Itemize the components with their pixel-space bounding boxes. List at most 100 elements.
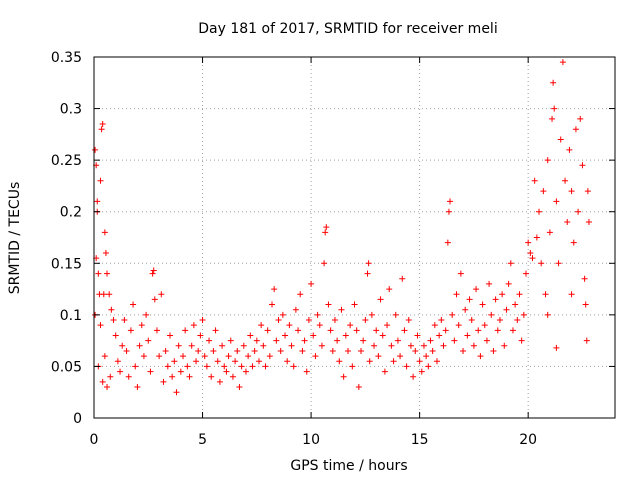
y-tick-label: 0.3	[60, 102, 82, 118]
data-point	[377, 296, 384, 303]
data-point	[486, 280, 493, 287]
data-point	[331, 317, 338, 324]
data-point	[440, 342, 447, 349]
x-tick-label: 0	[90, 432, 99, 448]
data-point	[195, 347, 202, 354]
y-tick-label: 0.1	[60, 308, 82, 324]
data-point	[509, 327, 516, 334]
data-point	[323, 224, 330, 231]
y-tick-label: 0.35	[51, 50, 82, 66]
data-point	[494, 327, 501, 334]
data-point	[138, 322, 145, 329]
y-axis-label: SRMTID / TECUs	[7, 182, 23, 295]
y-tick-label: 0.15	[51, 256, 82, 272]
data-point	[143, 311, 150, 318]
data-point	[351, 301, 358, 308]
data-point	[470, 342, 477, 349]
data-point	[134, 384, 141, 391]
x-tick-label: 20	[519, 432, 537, 448]
data-point	[457, 270, 464, 277]
data-point	[512, 301, 519, 308]
data-point	[101, 353, 108, 360]
data-point	[416, 358, 423, 365]
y-tick-label: 0.25	[51, 153, 82, 169]
data-point	[584, 188, 591, 195]
data-point	[180, 353, 187, 360]
data-point	[522, 270, 529, 277]
data-point	[360, 337, 367, 344]
data-point	[97, 322, 104, 329]
data-point	[130, 301, 137, 308]
data-point	[223, 368, 230, 375]
data-point	[182, 327, 189, 334]
data-point	[388, 342, 395, 349]
data-point	[444, 239, 451, 246]
y-tick-label: 0.05	[51, 359, 82, 375]
data-point	[184, 363, 191, 370]
data-point	[221, 363, 228, 370]
data-point	[507, 260, 514, 267]
data-point	[373, 327, 380, 334]
data-point	[401, 327, 408, 334]
data-point	[365, 260, 372, 267]
data-point	[249, 363, 256, 370]
data-point	[199, 317, 206, 324]
data-point	[362, 317, 369, 324]
data-point	[550, 79, 557, 86]
data-point	[318, 342, 325, 349]
data-point	[107, 373, 114, 380]
data-point	[110, 317, 117, 324]
data-point	[579, 162, 586, 169]
data-point	[355, 384, 362, 391]
data-point	[420, 342, 427, 349]
data-point	[123, 347, 130, 354]
data-point	[546, 229, 553, 236]
data-point	[99, 378, 106, 385]
data-point	[347, 322, 354, 329]
data-point	[253, 337, 260, 344]
data-point	[503, 306, 510, 313]
data-point	[312, 353, 319, 360]
data-point	[544, 311, 551, 318]
data-point	[447, 198, 454, 205]
data-point	[399, 275, 406, 282]
data-point	[433, 358, 440, 365]
data-point	[140, 353, 147, 360]
data-point	[238, 363, 245, 370]
data-point	[145, 337, 152, 344]
y-tick-label: 0.2	[60, 205, 82, 221]
data-point	[375, 353, 382, 360]
data-point	[153, 327, 160, 334]
data-point	[175, 342, 182, 349]
data-point	[529, 255, 536, 262]
data-point	[492, 296, 499, 303]
data-point	[585, 219, 592, 226]
data-point	[329, 347, 336, 354]
data-point	[106, 291, 113, 298]
data-point	[572, 126, 579, 133]
data-point	[553, 344, 560, 351]
data-point	[390, 358, 397, 365]
data-point	[533, 234, 540, 241]
data-point	[177, 368, 184, 375]
data-point	[371, 342, 378, 349]
data-point	[279, 311, 286, 318]
data-point	[384, 322, 391, 329]
data-point	[349, 363, 356, 370]
data-point	[308, 280, 315, 287]
data-point	[438, 317, 445, 324]
data-point	[562, 177, 569, 184]
data-point	[460, 347, 467, 354]
data-point	[316, 322, 323, 329]
data-point	[544, 157, 551, 164]
data-point	[219, 342, 226, 349]
data-point	[303, 368, 310, 375]
data-point	[464, 332, 471, 339]
data-point	[225, 353, 232, 360]
data-point	[531, 177, 538, 184]
data-point	[583, 337, 590, 344]
data-point	[557, 136, 564, 143]
data-point	[392, 311, 399, 318]
data-point	[258, 322, 265, 329]
data-point	[520, 311, 527, 318]
